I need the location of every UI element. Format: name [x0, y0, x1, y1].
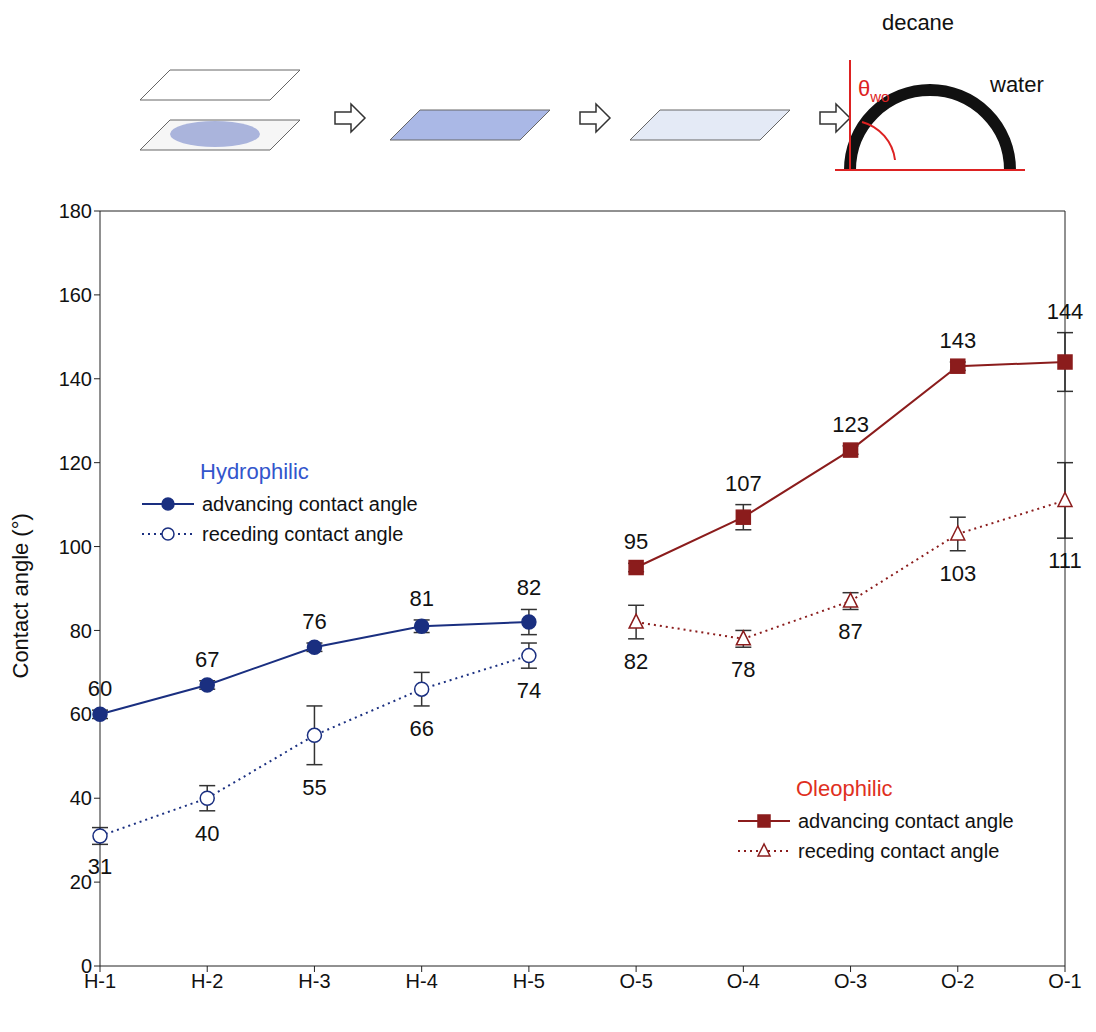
- svg-text:143: 143: [939, 328, 976, 353]
- svg-text:H-1: H-1: [83, 970, 117, 993]
- svg-text:67: 67: [195, 647, 219, 672]
- svg-text:60: 60: [70, 703, 92, 725]
- html-text:Oleophilic: Oleophilic: [796, 776, 893, 801]
- svg-text:60: 60: [88, 676, 112, 701]
- html-text:advancing contact angle: advancing contact angle: [202, 493, 418, 515]
- svg-text:81: 81: [409, 586, 433, 611]
- svg-text:H-4: H-4: [406, 970, 438, 992]
- svg-text:140: 140: [59, 368, 92, 390]
- svg-text:80: 80: [70, 620, 92, 642]
- svg-text:78: 78: [731, 657, 755, 682]
- svg-text:76: 76: [302, 609, 326, 634]
- svg-text:123: 123: [832, 412, 869, 437]
- svg-text:103: 103: [939, 561, 976, 586]
- html-text:receding contact angle: receding contact angle: [798, 839, 1000, 862]
- svg-text:66: 66: [409, 716, 433, 741]
- svg-text:82: 82: [624, 649, 648, 674]
- svg-text:θwo: θwo: [858, 76, 889, 105]
- svg-text:31: 31: [88, 854, 112, 879]
- svg-text:160: 160: [59, 284, 92, 306]
- svg-text:O-3: O-3: [834, 970, 867, 992]
- svg-text:95: 95: [624, 529, 648, 554]
- svg-text:H-2: H-2: [191, 970, 223, 992]
- html-text:receding contact angle: receding contact angle: [202, 523, 404, 545]
- svg-text:0: 0: [81, 955, 92, 977]
- svg-text:H-3: H-3: [298, 970, 330, 992]
- svg-text:Contact angle (°): Contact angle (°): [8, 513, 33, 678]
- svg-text:O-4: O-4: [727, 970, 760, 992]
- svg-text:40: 40: [70, 787, 92, 809]
- svg-text:55: 55: [302, 775, 326, 800]
- svg-text:74: 74: [517, 678, 541, 703]
- svg-text:O-1: O-1: [1048, 970, 1081, 992]
- svg-text:82: 82: [517, 575, 541, 600]
- html-text:advancing contact angle: advancing contact angle: [798, 809, 1014, 832]
- svg-text:100: 100: [59, 536, 92, 558]
- svg-text:decane: decane: [882, 10, 954, 35]
- svg-text:O-2: O-2: [941, 970, 974, 992]
- svg-text:87: 87: [838, 619, 862, 644]
- svg-text:144: 144: [1047, 299, 1084, 324]
- svg-text:O-5: O-5: [619, 970, 652, 992]
- svg-text:40: 40: [195, 821, 219, 846]
- svg-text:180: 180: [59, 200, 92, 222]
- svg-text:107: 107: [725, 471, 762, 496]
- svg-text:water: water: [989, 72, 1044, 97]
- html-text:Hydrophilic: Hydrophilic: [200, 459, 309, 485]
- svg-text:111: 111: [1048, 548, 1081, 573]
- svg-text:H-5: H-5: [513, 970, 545, 992]
- svg-text:20: 20: [69, 871, 92, 894]
- svg-text:120: 120: [59, 452, 92, 474]
